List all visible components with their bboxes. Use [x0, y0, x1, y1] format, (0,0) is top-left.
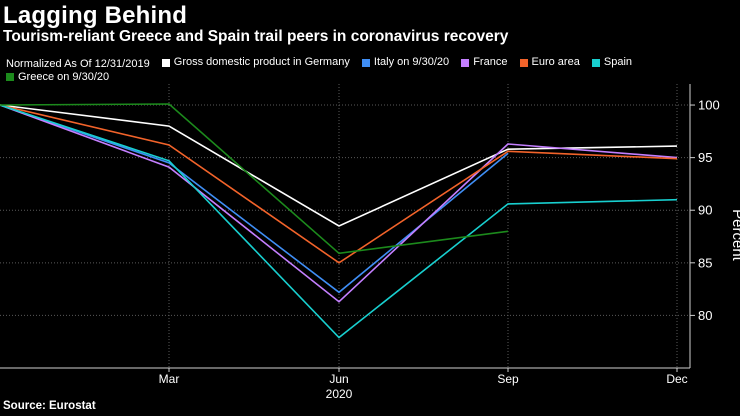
legend-item-germany: Gross domestic product in Germany — [161, 56, 350, 69]
y-tick-label: 85 — [698, 255, 712, 270]
legend-item-italy: Italy on 9/30/20 — [361, 56, 449, 69]
series-line-4 — [0, 104, 678, 339]
axes — [0, 84, 695, 372]
legend-swatch — [519, 58, 528, 67]
x-tick-label: Sep — [497, 372, 519, 386]
legend: Normalized As Of 12/31/2019 Gross domest… — [6, 56, 736, 85]
legend-item-euro-area: Euro area — [519, 56, 580, 69]
chart-title: Lagging Behind — [3, 2, 188, 29]
legend-note: Normalized As Of 12/31/2019 — [6, 57, 150, 70]
legend-item-greece: Greece on 9/30/20 — [6, 71, 109, 84]
y-tick-label: 95 — [698, 150, 712, 165]
tick-labels: 80 85 90 95 100 Mar Jun Sep Dec 2020 Percent — [159, 98, 740, 401]
legend-swatch — [161, 58, 170, 67]
y-axis-label: Percent — [729, 209, 740, 262]
legend-swatch — [361, 58, 370, 67]
y-tick-label: 80 — [698, 308, 712, 323]
legend-swatch — [591, 58, 600, 67]
legend-swatch — [6, 73, 14, 81]
x-tick-label: Dec — [666, 372, 687, 386]
series-lines — [0, 103, 678, 339]
chart-subtitle: Tourism-reliant Greece and Spain trail p… — [3, 28, 509, 45]
x-tick-label: Jun — [329, 372, 348, 386]
series-line-2 — [0, 104, 678, 303]
source-note: Source: Eurostat — [3, 400, 96, 412]
y-tick-label: 90 — [698, 203, 712, 218]
series-line-3 — [0, 104, 678, 264]
x-tick-label: Mar — [159, 372, 180, 386]
y-tick-label: 100 — [698, 98, 720, 113]
gridlines — [0, 84, 690, 368]
legend-item-france: France — [461, 56, 507, 69]
legend-swatch — [461, 58, 470, 67]
legend-item-spain: Spain — [591, 56, 632, 69]
series-line-5 — [0, 103, 509, 255]
x-year-label: 2020 — [326, 387, 353, 401]
